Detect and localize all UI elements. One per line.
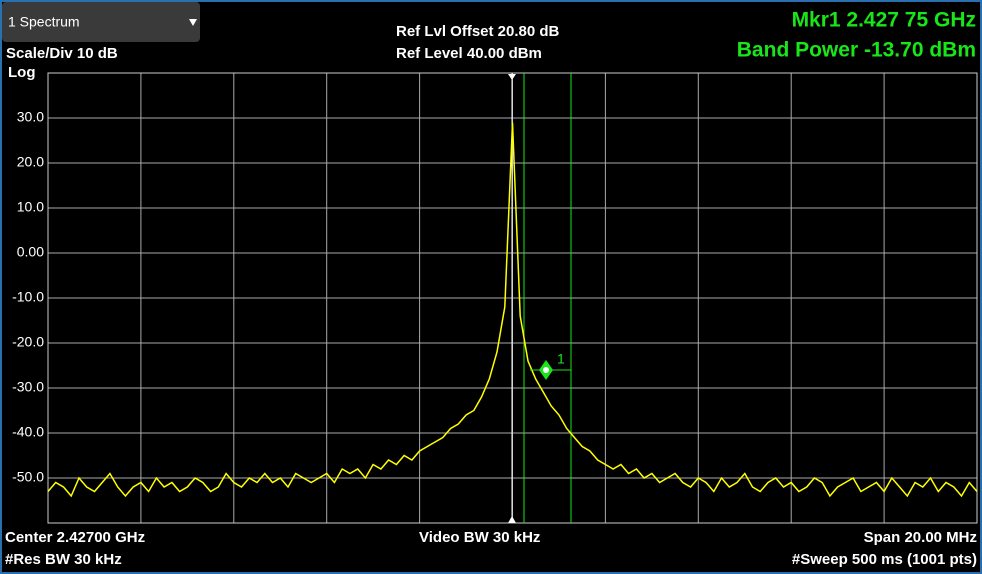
trace [47,122,978,498]
sweep: #Sweep 500 ms (1001 pts) [792,551,977,568]
center-freq: Center 2.42700 GHz [5,529,145,546]
band-power: Band Power -13.70 dBm [737,39,976,62]
ref-offset: Ref Lvl Offset 20.80 dB [396,23,560,40]
y-tick-label: -50.0 [12,469,44,485]
bottom-marker [508,516,516,523]
video-bw: Video BW 30 kHz [419,529,540,546]
plot-area: 30.0 20.0 10.0 0.00 -10.0 -20.0 -30.0 -40.0 -50.… [12,72,978,524]
top-marker [508,74,516,80]
view-dropdown[interactable] [2,2,200,42]
scale-type: Log [8,64,36,81]
marker-label: 1 [557,351,565,367]
y-tick-label: -10.0 [12,289,44,305]
scale-div: Scale/Div 10 dB [6,45,118,62]
marker-readout: Mkr1 2.427 75 GHz [792,9,976,32]
ref-level: Ref Level 40.00 dBm [396,45,542,62]
y-tick-label: -30.0 [12,379,44,395]
y-tick-label: 20.0 [17,154,44,170]
y-tick-label: 30.0 [17,109,44,125]
res-bw: #Res BW 30 kHz [5,551,122,568]
view-name: 1 Spectrum [8,14,80,30]
marker-dot [543,367,549,373]
y-tick-label: 10.0 [17,199,44,215]
y-tick-label: -40.0 [12,424,44,440]
span: Span 20.00 MHz [864,529,977,546]
dropdown-arrow [189,19,197,26]
y-tick-label: 0.00 [17,244,44,260]
y-tick-label: -20.0 [12,334,44,350]
